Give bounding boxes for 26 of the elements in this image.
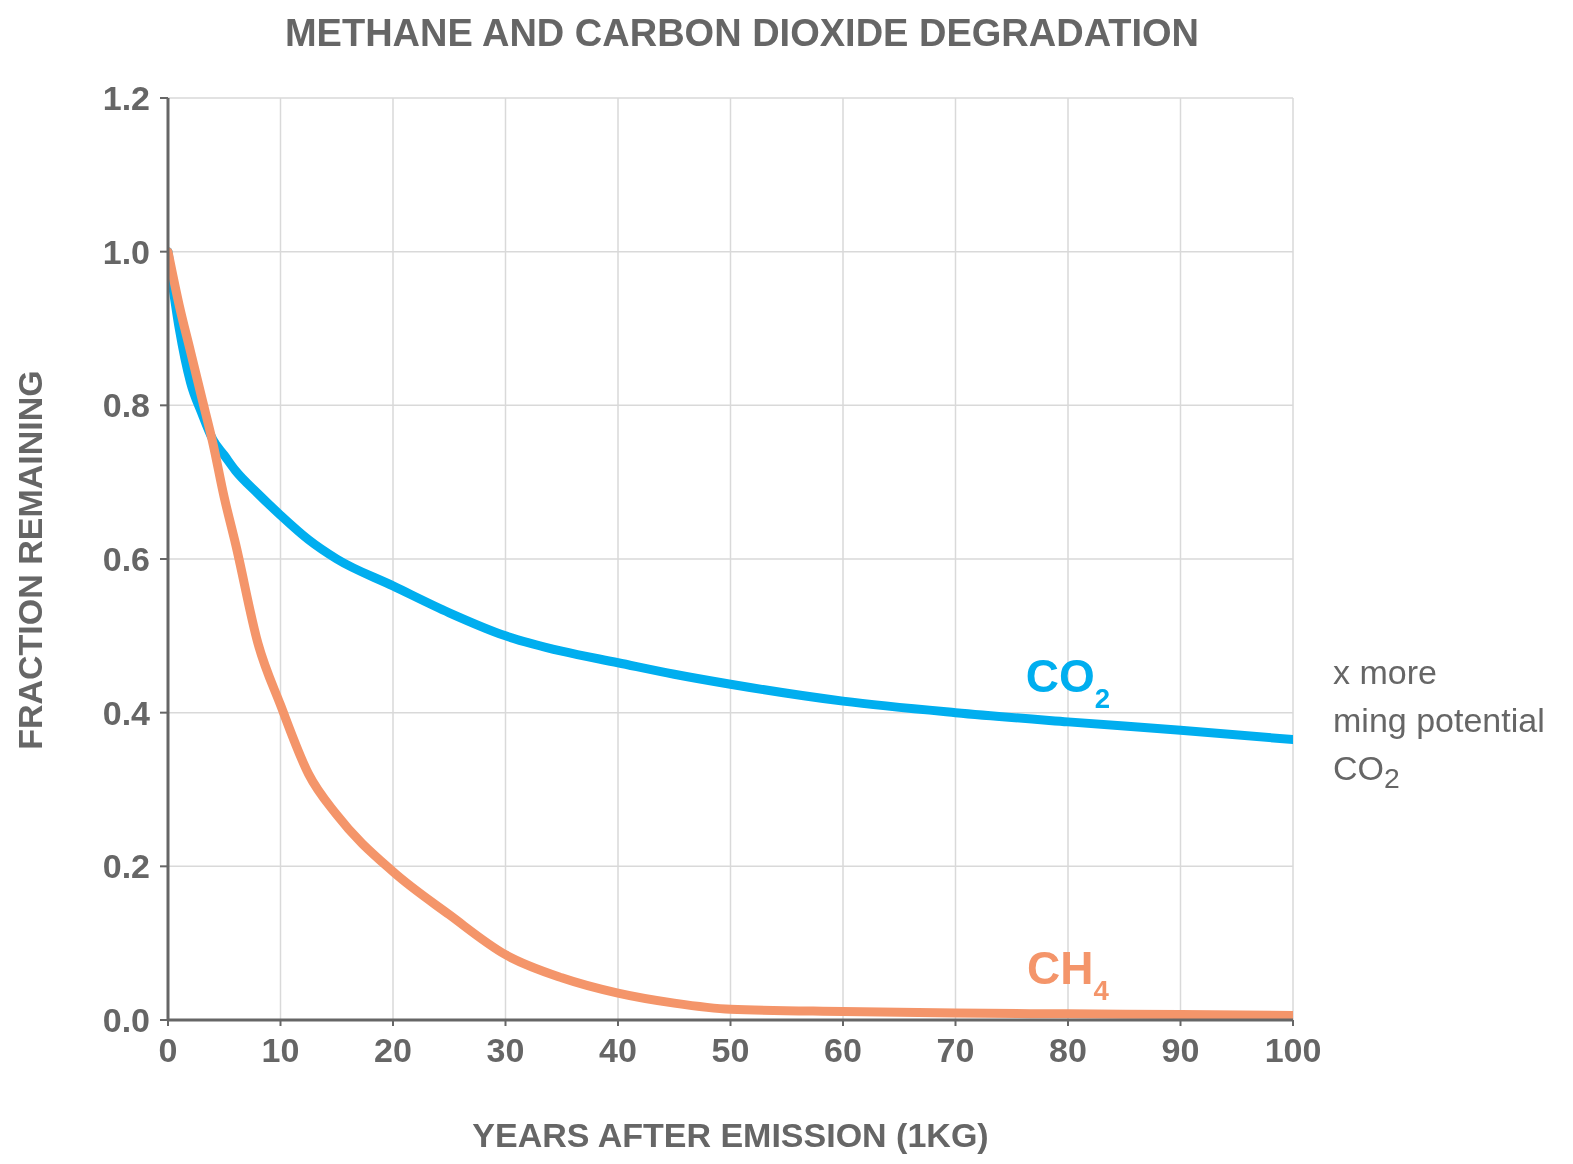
x-tick-label: 10 <box>261 1031 300 1070</box>
y-tick-label: 0.0 <box>102 1001 150 1040</box>
x-tick-label: 100 <box>1264 1031 1322 1070</box>
x-tick-label: 0 <box>158 1031 178 1070</box>
x-tick-label: 60 <box>824 1031 862 1070</box>
y-tick-label: 0.6 <box>102 540 150 579</box>
x-tick-label: 50 <box>711 1031 750 1070</box>
y-tick-label: 0.8 <box>102 386 150 425</box>
x-tick-label: 20 <box>374 1031 412 1070</box>
text: x more <box>1333 652 1438 693</box>
series-label: CO$_{2}$ <box>1025 649 1111 714</box>
x-axis-title: YEARS AFTER EMISSION (1KG) <box>471 1116 990 1155</box>
y-tick-label: 0.4 <box>102 693 151 732</box>
x-tick-label: 40 <box>599 1031 637 1070</box>
x-tick-label: 30 <box>486 1031 525 1070</box>
text: CO$_{2}$ <box>1333 748 1401 796</box>
text: ming potential <box>1333 700 1545 741</box>
x-tick-label: 80 <box>1049 1031 1087 1070</box>
y-tick-label: 0.2 <box>102 847 150 886</box>
x-tick-label: 90 <box>1161 1031 1200 1070</box>
y-axis-title: FRACTION REMAINING <box>10 370 50 750</box>
y-tick-label: 1.2 <box>102 79 150 118</box>
y-tick-label: 1.0 <box>102 232 150 271</box>
chart-title: METHANE AND CARBON DIOXIDE DEGRADATION <box>283 12 1201 55</box>
series-label: CH$_{4}$ <box>1027 941 1110 1006</box>
x-tick-label: 70 <box>936 1031 975 1070</box>
